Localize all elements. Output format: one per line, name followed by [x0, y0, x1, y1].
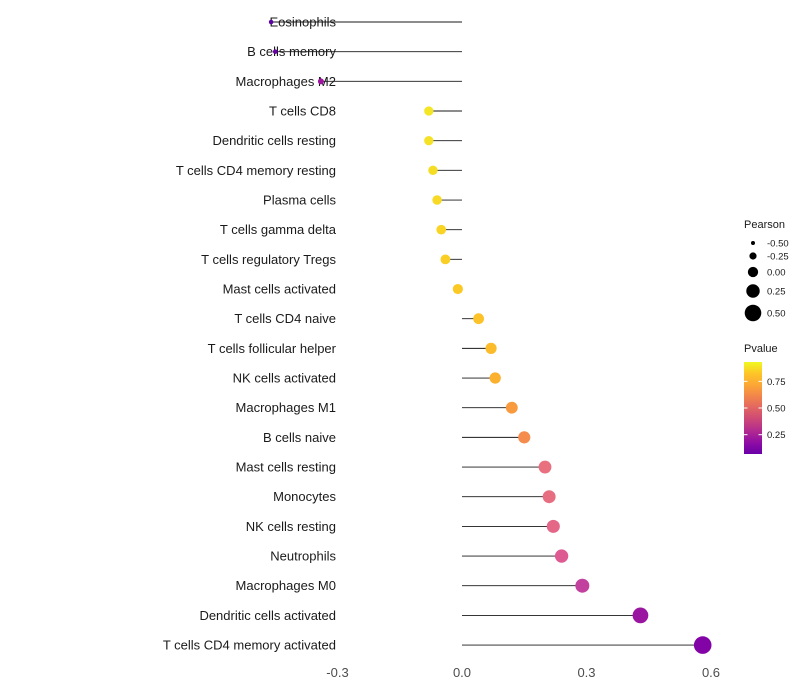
lollipop-dot	[436, 224, 447, 235]
category-label: B cells naive	[263, 430, 336, 445]
category-label: NK cells activated	[233, 371, 336, 386]
category-label: T cells gamma delta	[220, 222, 337, 237]
lollipop-dot	[424, 136, 434, 146]
category-label: B cells memory	[247, 44, 336, 59]
lollipop-dot	[428, 165, 438, 176]
lollipop-dot	[424, 106, 434, 116]
lollipop-dot	[272, 49, 278, 54]
category-label: Dendritic cells activated	[199, 608, 336, 623]
lollipop-dot	[518, 431, 531, 444]
category-label: T cells CD8	[269, 104, 336, 119]
legend-pvalue-title: Pvalue	[744, 343, 778, 355]
lollipop-dot	[485, 342, 497, 354]
legend-size-label: -0.25	[767, 252, 789, 263]
legend-size-label: 0.00	[767, 268, 786, 279]
lollipop-dot	[632, 607, 649, 624]
lollipop-dot	[440, 254, 451, 265]
legend-size-label: -0.50	[767, 239, 789, 250]
category-label: Macrophages M0	[236, 578, 336, 593]
legend-size-label: 0.25	[767, 287, 786, 298]
legend-size-dot	[747, 266, 759, 278]
category-label: T cells regulatory Tregs	[201, 252, 336, 267]
lollipop-dot	[554, 549, 569, 563]
x-tick-label: -0.3	[326, 665, 348, 680]
lollipop-dot	[575, 578, 590, 593]
lollipop-dot	[505, 401, 518, 414]
legend-size-label: 0.50	[767, 309, 786, 320]
x-tick-label: 0.6	[702, 665, 720, 680]
lollipop-dot	[546, 519, 560, 533]
legend-size-dot	[751, 241, 755, 245]
legend-colorbar	[744, 362, 762, 454]
legend-size-dot	[749, 252, 757, 260]
lollipop-dot	[452, 283, 463, 295]
category-label: Mast cells activated	[223, 282, 336, 297]
legend-color-tick-label: 0.50	[767, 404, 786, 415]
lollipop-dot	[268, 19, 274, 25]
lollipop-dot	[317, 78, 324, 85]
x-tick-label: 0.0	[453, 665, 471, 680]
category-label: T cells CD4 memory activated	[163, 638, 336, 653]
lollipop-dot	[432, 195, 442, 205]
category-label: NK cells resting	[246, 519, 336, 534]
category-label: Mast cells resting	[236, 460, 336, 475]
category-label: T cells CD4 naive	[234, 311, 336, 326]
category-label: T cells CD4 memory resting	[176, 163, 336, 178]
category-label: Eosinophils	[270, 15, 337, 30]
lollipop-dot	[489, 372, 501, 384]
legend-color-tick-label: 0.25	[767, 430, 786, 441]
lollipop-dot	[538, 460, 552, 474]
legend-size-dot	[744, 304, 762, 322]
legend-pearson-title: Pearson	[744, 219, 785, 231]
lollipop-dot	[693, 636, 712, 654]
lollipop-dot	[542, 490, 556, 504]
category-label: Monocytes	[273, 489, 336, 504]
lollipop-dot	[473, 313, 484, 325]
category-label: Macrophages M2	[236, 74, 336, 89]
x-tick-label: 0.3	[577, 665, 595, 680]
category-label: T cells follicular helper	[208, 341, 337, 356]
category-label: Macrophages M1	[236, 400, 336, 415]
category-label: Plasma cells	[263, 193, 336, 208]
category-label: Dendritic cells resting	[212, 133, 336, 148]
legend-size-dot	[746, 284, 760, 298]
category-label: Neutrophils	[270, 549, 336, 564]
legend-color-tick-label: 0.75	[767, 377, 786, 388]
